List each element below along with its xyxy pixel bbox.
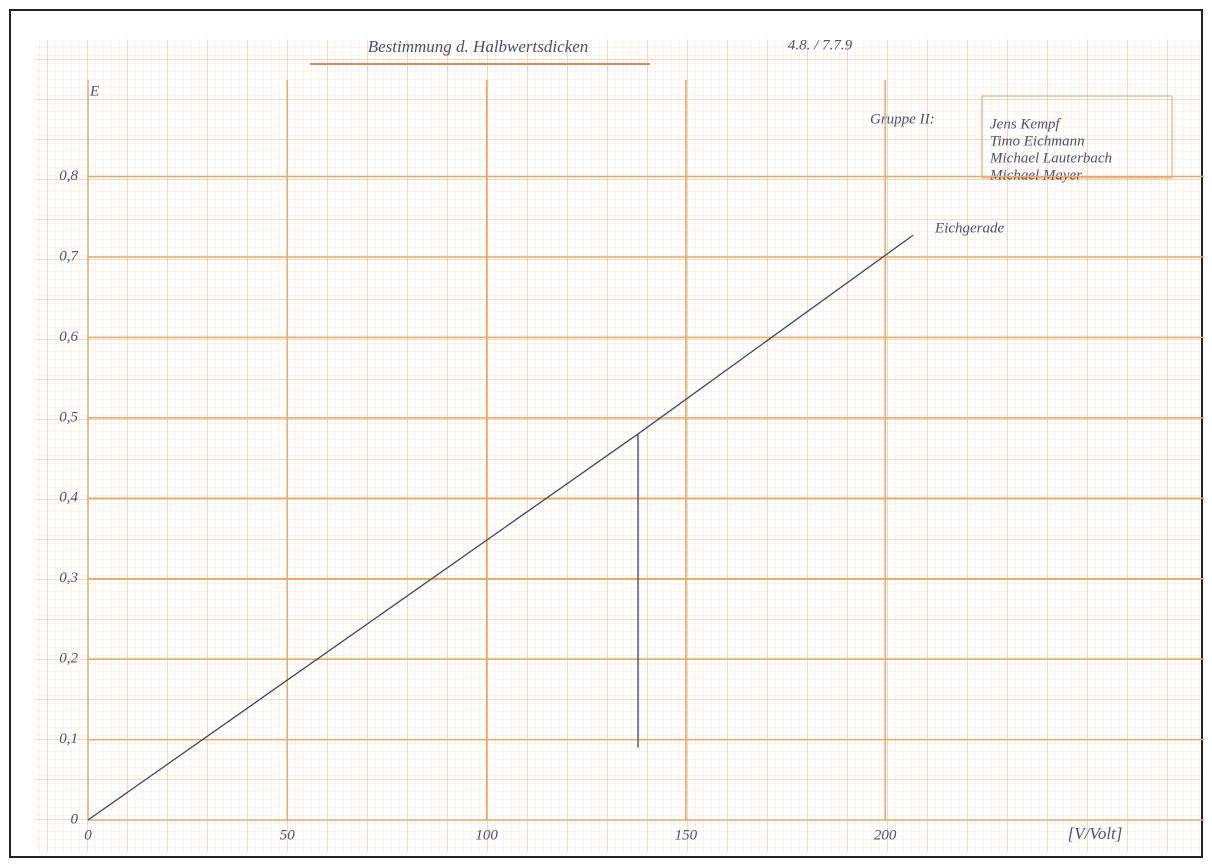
x-tick-label: 200: [874, 827, 897, 843]
x-axis-label: [V/Volt]: [1068, 824, 1123, 843]
y-tick-label: 0,6: [59, 329, 78, 345]
y-tick-label: 0,4: [59, 490, 78, 506]
y-axis-label: E: [89, 83, 99, 99]
note: Michael Mayer: [989, 167, 1082, 183]
note: Michael Lauterbach: [989, 150, 1112, 166]
y-tick-label: 0,2: [59, 651, 78, 667]
x-tick-label: 100: [475, 827, 498, 843]
y-tick-label: 0: [71, 811, 79, 827]
date: 4.8. / 7.7.9: [788, 37, 853, 53]
x-tick-label: 150: [675, 827, 698, 843]
y-tick-label: 0,8: [59, 168, 78, 184]
series-label: Eichgerade: [934, 221, 1004, 237]
note: Gruppe II:: [870, 111, 935, 127]
note: Jens Kempf: [990, 116, 1061, 132]
y-tick-label: 0,7: [59, 248, 79, 264]
title: Bestimmung d. Halbwertsdicken: [368, 37, 589, 56]
y-tick-label: 0,1: [59, 731, 78, 747]
x-tick-label: 0: [84, 827, 92, 843]
chart: Bestimmung d. Halbwertsdicken 4.8. / 7.7…: [0, 0, 1212, 867]
y-tick-label: 0,3: [59, 570, 78, 586]
y-tick-label: 0,5: [59, 409, 78, 425]
x-tick-label: 50: [280, 827, 296, 843]
note: Timo Eichmann: [990, 133, 1085, 149]
